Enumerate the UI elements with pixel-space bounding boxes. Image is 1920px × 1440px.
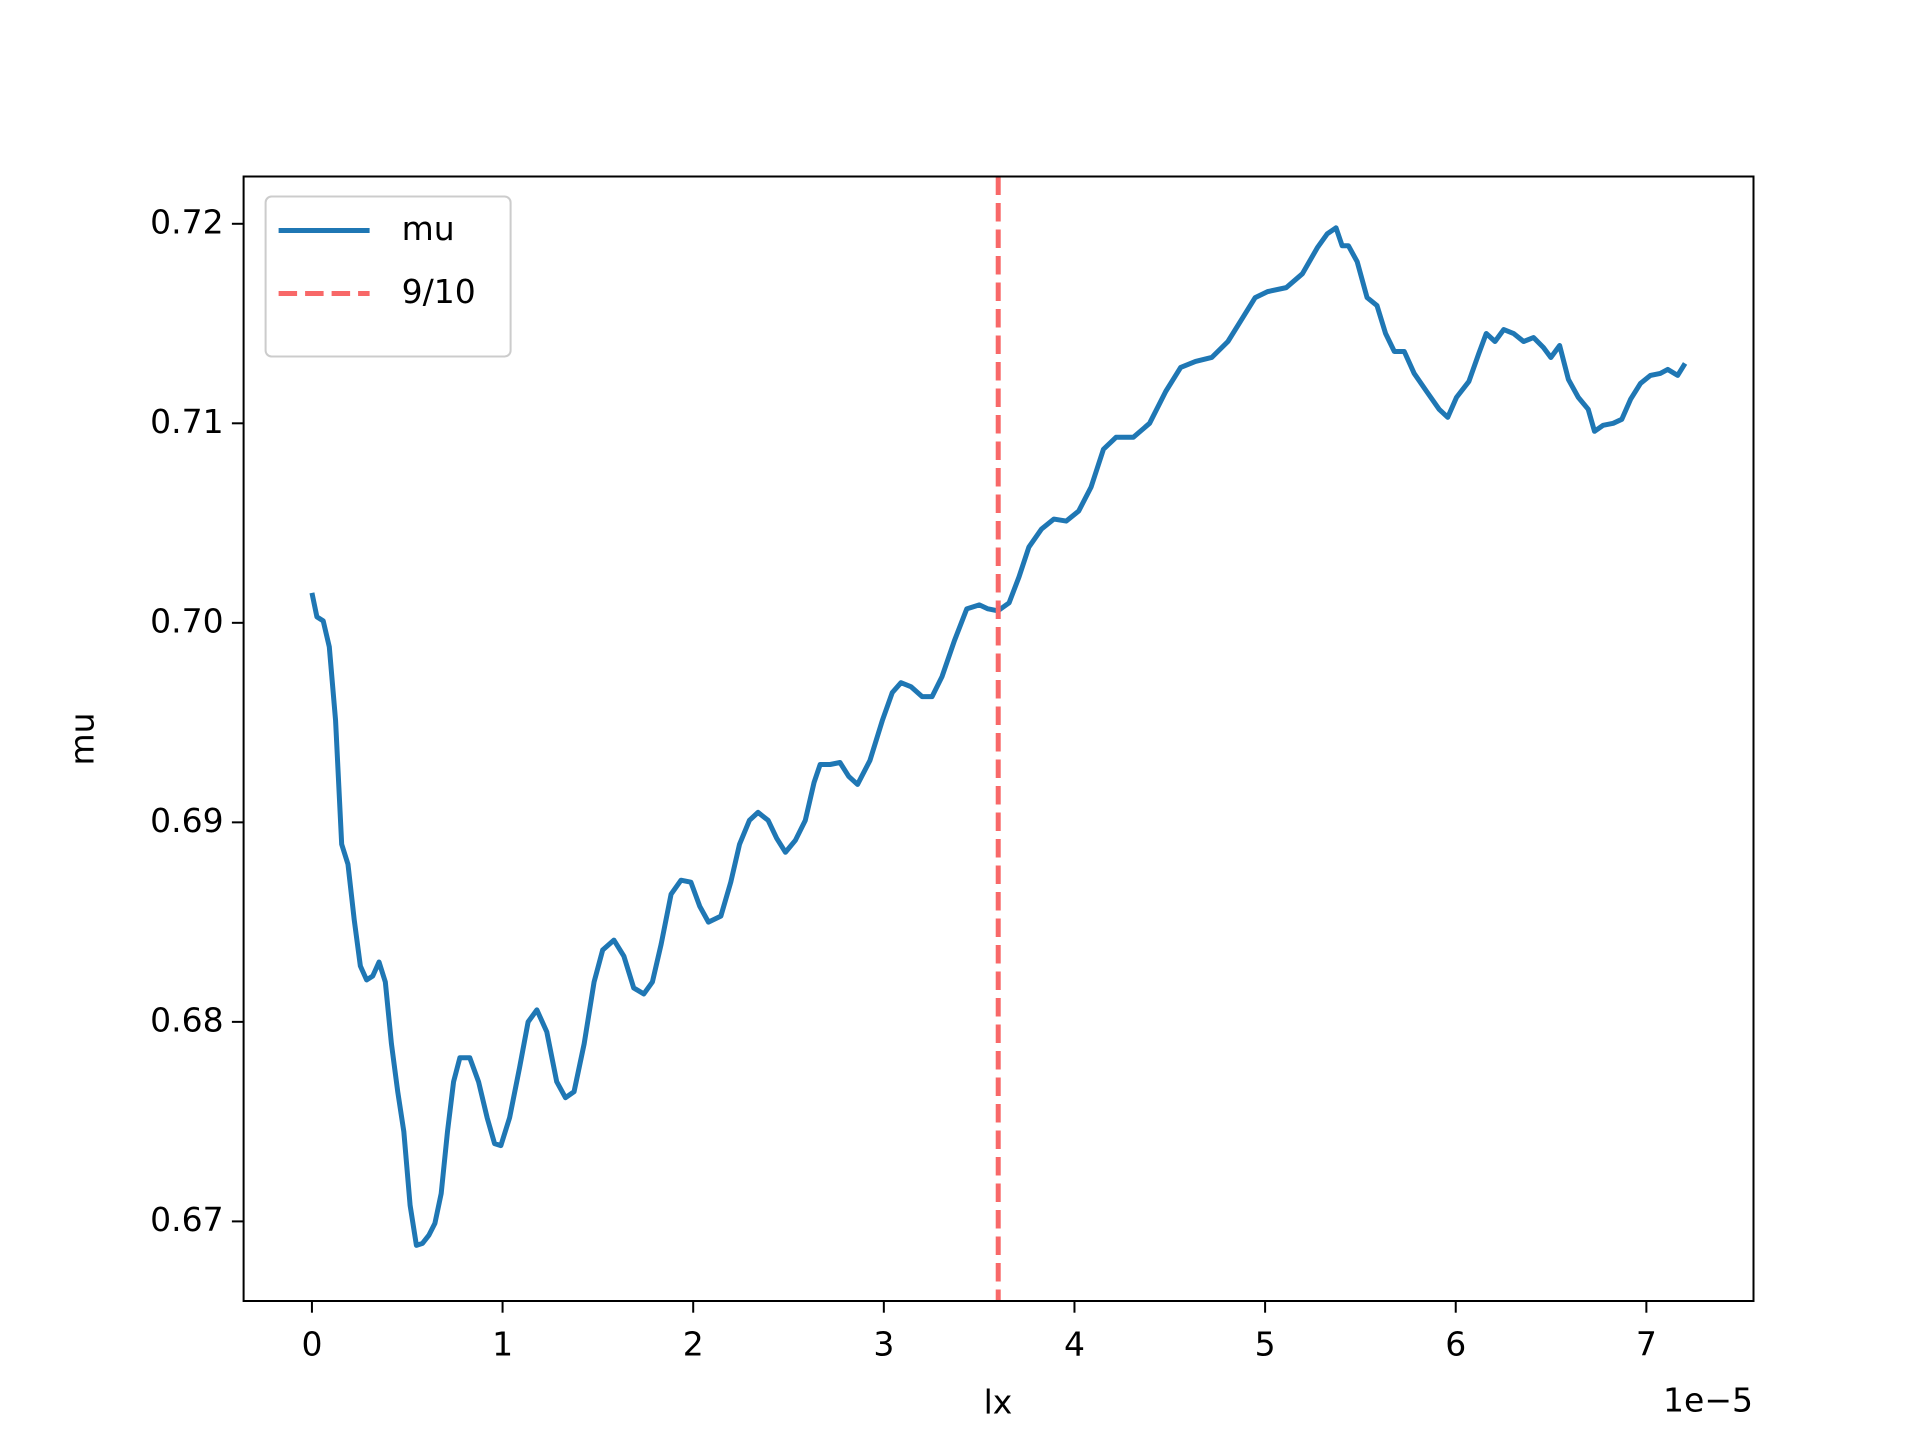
legend-box — [264, 195, 512, 358]
legend-label: mu — [402, 209, 455, 248]
x-tick-label: 4 — [1064, 1325, 1085, 1364]
x-tick-label: 1 — [492, 1325, 513, 1364]
x-tick-label: 0 — [301, 1325, 322, 1364]
y-tick-label: 0.72 — [150, 202, 223, 241]
x-tick-label: 3 — [873, 1325, 894, 1364]
line-series — [309, 225, 1688, 1248]
x-tick-label: 2 — [683, 1325, 704, 1364]
x-tick-label: 5 — [1255, 1325, 1276, 1364]
y-tick-label: 0.67 — [150, 1200, 223, 1239]
y-tick-label: 0.70 — [150, 601, 223, 640]
x-axis-label: lx — [984, 1383, 1013, 1422]
y-tick-label: 0.71 — [150, 402, 223, 441]
x-offset-label: 1e−5 — [1663, 1381, 1753, 1420]
y-tick-label: 0.69 — [150, 801, 223, 840]
plot-frame — [242, 175, 1755, 1302]
x-tick-label: 7 — [1636, 1325, 1657, 1364]
y-axis-label: mu — [63, 712, 102, 765]
legend-label: 9/10 — [402, 272, 476, 311]
y-tick-label: 0.68 — [150, 1000, 223, 1039]
x-tick-label: 6 — [1445, 1325, 1466, 1364]
